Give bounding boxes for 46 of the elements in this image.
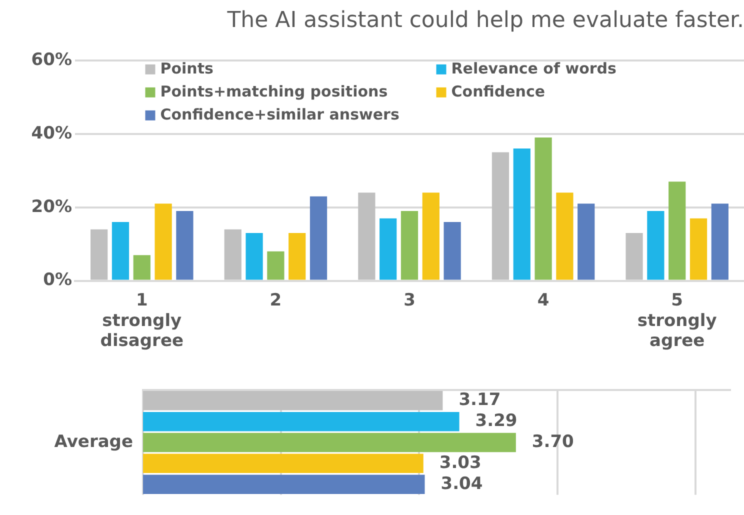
bar: [513, 148, 530, 280]
legend-label: Confidence: [451, 82, 546, 100]
data-label: 3.29: [475, 411, 518, 431]
x-tick-label: 4: [537, 290, 550, 310]
x-tick-label: 5 strongly agree: [637, 290, 717, 352]
y-tick-label: 60%: [31, 50, 72, 70]
bar: [444, 222, 461, 280]
bar: [224, 229, 242, 280]
bar: [176, 211, 194, 280]
bar: [534, 138, 552, 280]
y-tick-label: Average: [54, 432, 133, 452]
bar: [246, 233, 263, 280]
legend-label: Points+matching positions: [160, 82, 388, 100]
bar: [668, 182, 686, 280]
bar: [711, 204, 728, 280]
bar: [358, 192, 376, 280]
legend-label: Confidence+similar answers: [160, 105, 400, 124]
data-label: 3.03: [439, 452, 482, 473]
y-tick-label: 0%: [43, 270, 72, 290]
bar: [422, 192, 440, 280]
bar: [310, 196, 328, 280]
bar: [626, 233, 643, 280]
bar: [556, 192, 574, 280]
bar: [647, 211, 664, 280]
bar: [112, 222, 130, 280]
y-tick-label: 20%: [31, 196, 72, 217]
bar: [90, 229, 108, 280]
x-tick-label: 2: [270, 290, 282, 310]
bar: [288, 233, 306, 280]
y-tick-label: 40%: [31, 123, 72, 144]
data-label: 3.04: [440, 474, 483, 494]
bar: [690, 218, 708, 280]
data-label: 3.70: [532, 432, 574, 452]
bar: [400, 211, 418, 280]
chart-title: The AI assistant could help me evaluate faster.: [226, 8, 744, 33]
bar: [267, 251, 284, 280]
bar: [492, 152, 510, 280]
data-label: 3.17: [458, 390, 501, 410]
legend-label: Relevance of words: [451, 59, 617, 78]
x-tick-label: 3: [404, 290, 416, 310]
x-tick-label: 1 strongly disagree: [100, 290, 184, 352]
bar: [154, 204, 172, 280]
bar: [578, 204, 595, 280]
bar: [380, 218, 397, 280]
bar: [133, 255, 150, 280]
legend-label: Points: [160, 59, 214, 78]
